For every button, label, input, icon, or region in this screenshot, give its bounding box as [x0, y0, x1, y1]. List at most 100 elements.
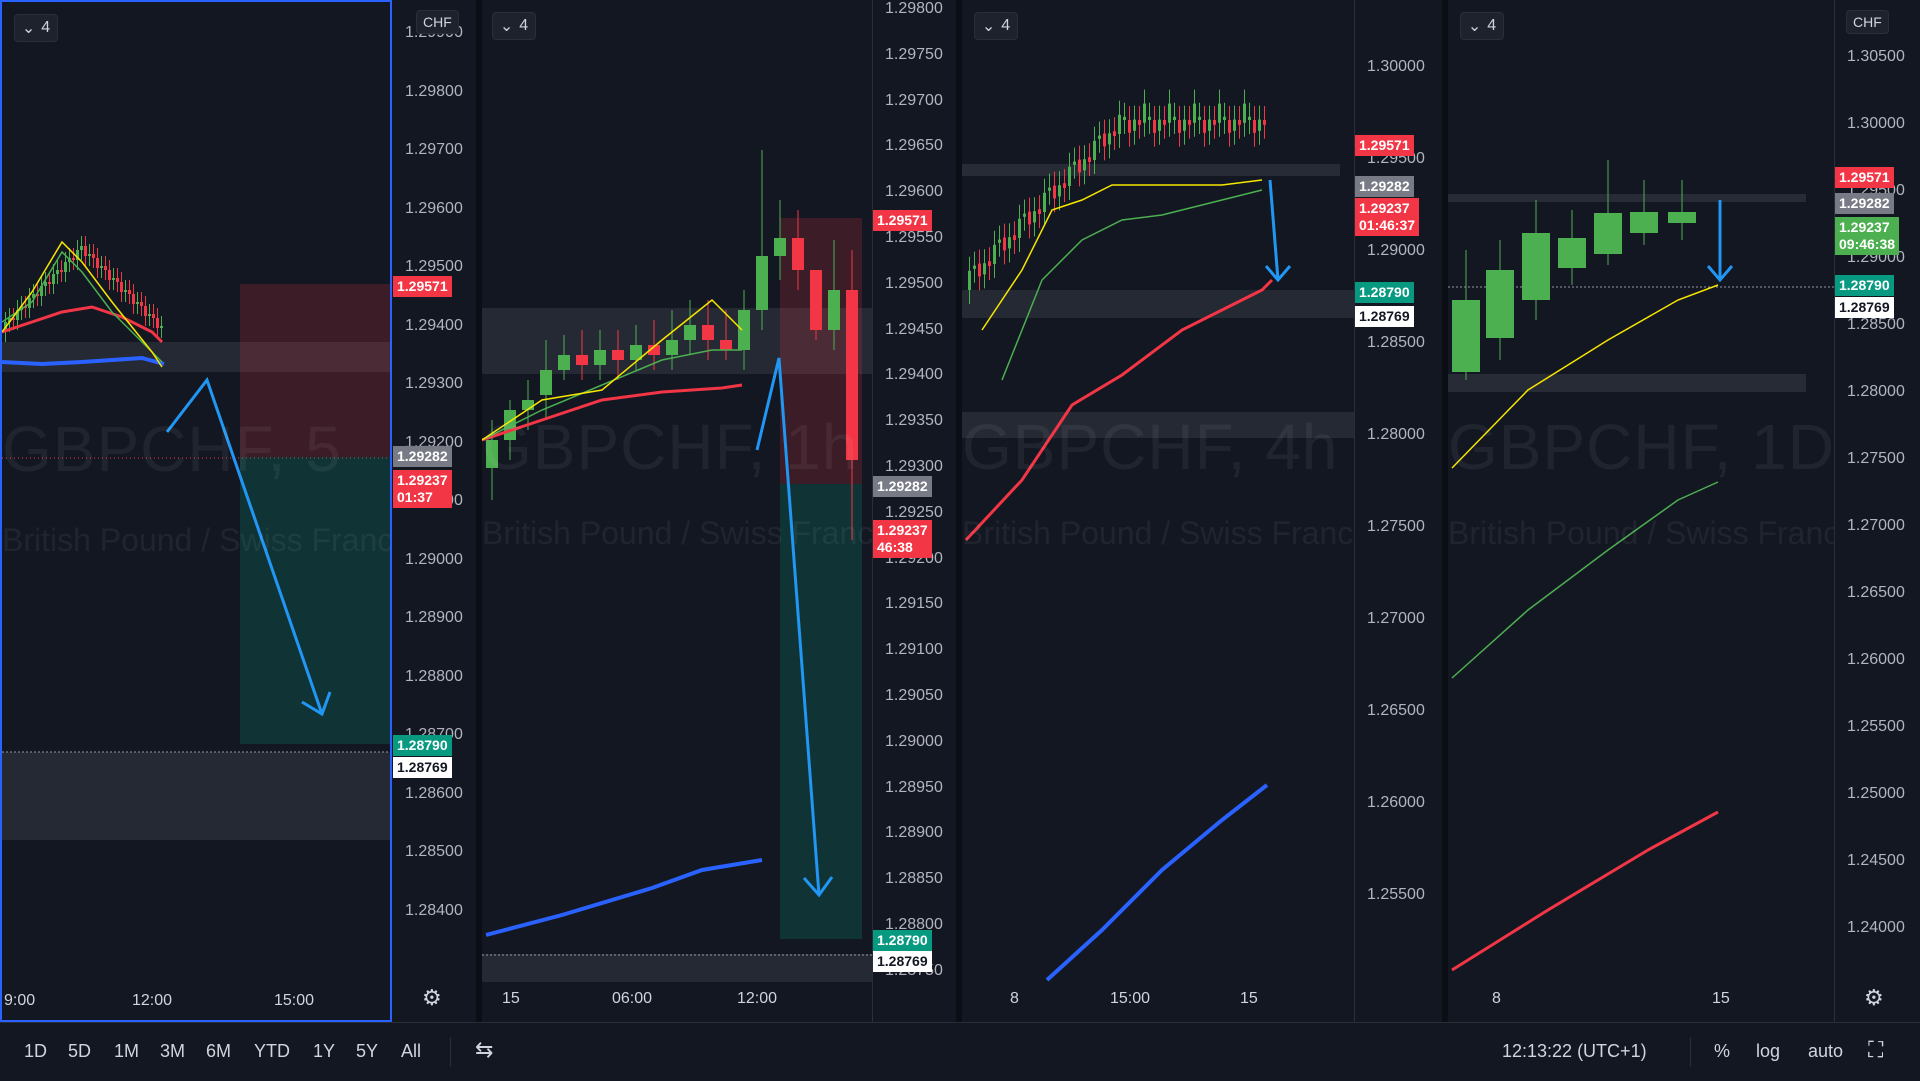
range-5d[interactable]: 5D: [68, 1041, 92, 1061]
candle-body: [978, 263, 981, 277]
auto-toggle[interactable]: auto: [1808, 1041, 1844, 1061]
candle-body: [1128, 120, 1131, 133]
candle-body: [1108, 133, 1111, 145]
date-range-icon[interactable]: ⇆: [475, 1037, 494, 1062]
candle-body: [1198, 116, 1201, 120]
interval-badge[interactable]: ⌄ 4: [1460, 12, 1504, 40]
chart-plot-1d[interactable]: [1448, 0, 1834, 1022]
chart-plot-5m[interactable]: [2, 2, 392, 1022]
price-tick: 1.29650: [885, 137, 943, 155]
range-5y[interactable]: 5Y: [356, 1041, 379, 1061]
gear-icon[interactable]: ⚙: [422, 985, 442, 1010]
chart-pane-1d[interactable]: GBPCHF, 1D British Pound / Swiss Franc ⌄…: [1448, 0, 1834, 1022]
candle-body: [36, 294, 39, 296]
candle-body: [1452, 300, 1480, 372]
candle-body: [973, 265, 976, 269]
price-tag-high: 1.29571: [393, 276, 452, 297]
candle-body: [152, 314, 155, 318]
ema-21: [482, 349, 742, 441]
price-tick: 1.29400: [885, 366, 943, 384]
price-tag-current: 1.29237 46:38: [873, 520, 932, 558]
price-tag-level: 1.29282: [873, 476, 932, 497]
price-tick: 1.28950: [885, 778, 943, 796]
candle-body: [1138, 120, 1141, 125]
price-tick: 1.28850: [885, 870, 943, 888]
time-label: 15: [502, 990, 520, 1007]
interval-badge[interactable]: ⌄ 4: [974, 12, 1018, 40]
description-watermark: British Pound / Swiss Franc: [1448, 515, 1834, 551]
ema-9: [981, 179, 1263, 331]
price-axis-1h[interactable]: 1.29800 1.29750 1.29700 1.29650 1.29600 1.295…: [872, 0, 957, 1022]
ema-9: [2, 240, 163, 368]
candle-body: [630, 345, 642, 360]
chart-plot-4h[interactable]: [962, 0, 1354, 1022]
range-all[interactable]: All: [401, 1041, 422, 1061]
candle-body: [756, 256, 768, 310]
price-axis-4h[interactable]: 1.30000 1.29500 1.29000 1.28500 1.28000 1.275…: [1354, 0, 1443, 1022]
range-1d[interactable]: 1D: [24, 1041, 48, 1061]
zone-lower: [2, 752, 390, 840]
range-1y[interactable]: 1Y: [313, 1041, 336, 1061]
chart-plot-1h[interactable]: [482, 0, 872, 1022]
range-ytd[interactable]: YTD: [254, 1041, 290, 1061]
currency-badge[interactable]: CHF: [1846, 10, 1889, 34]
candle-body: [1163, 120, 1166, 125]
chevron-down-icon: ⌄: [1467, 18, 1482, 35]
price-axis-1d[interactable]: 1.30500 1.30000 1.29500 1.29000 1.28500 1.280…: [1834, 0, 1920, 1022]
interval-badge[interactable]: ⌄ 4: [492, 12, 536, 40]
candle-body: [12, 318, 15, 320]
price-tag-level: 1.29282: [393, 446, 452, 467]
candle-body: [1233, 119, 1236, 131]
candle-body: [1003, 237, 1006, 251]
candle-body: [720, 340, 732, 350]
price-tag-current: 1.29237 01:46:37: [1355, 198, 1420, 236]
price-tick: 1.28500: [405, 843, 463, 860]
candle-body: [1033, 211, 1036, 223]
gear-icon[interactable]: ⚙: [1864, 985, 1884, 1010]
range-3m[interactable]: 3M: [160, 1041, 186, 1061]
currency-badge[interactable]: CHF: [416, 10, 459, 34]
interval-badge[interactable]: ⌄ 4: [14, 14, 58, 42]
candle-body: [828, 290, 840, 330]
price-tick: 1.29100: [885, 641, 943, 659]
ema-200: [1045, 783, 1269, 982]
zone-low: [1448, 374, 1806, 392]
ema-21: [1451, 481, 1719, 679]
candle-body: [96, 258, 99, 268]
candles-4h: [968, 89, 1266, 304]
candle-body: [1038, 209, 1041, 214]
price-axis-5m[interactable]: 1.299001.298001.297001.296001.295001.294…: [393, 0, 476, 1022]
chart-pane-5m[interactable]: GBPCHF, 5 British Pound / Swiss Franc ⌄ 4…: [0, 0, 392, 1022]
clock[interactable]: 12:13:22 (UTC+1): [1502, 1041, 1647, 1061]
zone-low: [962, 412, 1354, 438]
price-tag-high: 1.29571: [873, 210, 932, 231]
description-watermark: British Pound / Swiss Franc: [2, 522, 392, 558]
log-toggle[interactable]: log: [1756, 1041, 1781, 1061]
candle-body: [1048, 187, 1051, 191]
candle-body: [140, 302, 143, 306]
range-6m[interactable]: 6M: [206, 1041, 232, 1061]
chart-pane-1h[interactable]: GBPCHF, 1h British Pound / Swiss Franc ⌄…: [482, 0, 872, 1022]
candle-body: [1043, 192, 1046, 212]
candle-body: [1178, 120, 1181, 133]
ema-200: [2, 355, 165, 367]
percent-toggle[interactable]: %: [1714, 1041, 1731, 1061]
fullscreen-icon[interactable]: ⛶: [1868, 1037, 1884, 1062]
candle-body: [1238, 120, 1241, 125]
price-tick: 1.29500: [885, 274, 943, 292]
candle-body: [1113, 131, 1116, 136]
range-1m[interactable]: 1M: [114, 1041, 140, 1061]
candle-body: [156, 318, 159, 328]
candle-body: [100, 266, 103, 268]
candle-body: [1168, 103, 1171, 123]
candle-body: [160, 326, 163, 328]
price-tag-high: 1.29571: [1355, 135, 1414, 156]
price-tick: 1.29500: [405, 258, 463, 275]
chart-pane-4h[interactable]: GBPCHF, 4h British Pound / Swiss Franc ⌄…: [962, 0, 1354, 1022]
candle-body: [1522, 233, 1550, 300]
candle-body: [148, 314, 151, 316]
candle-body: [1063, 183, 1066, 188]
price-tick: 1.29450: [885, 320, 943, 338]
price-tick: 1.29300: [405, 375, 463, 392]
price-tag-high: 1.29571: [1835, 167, 1894, 188]
